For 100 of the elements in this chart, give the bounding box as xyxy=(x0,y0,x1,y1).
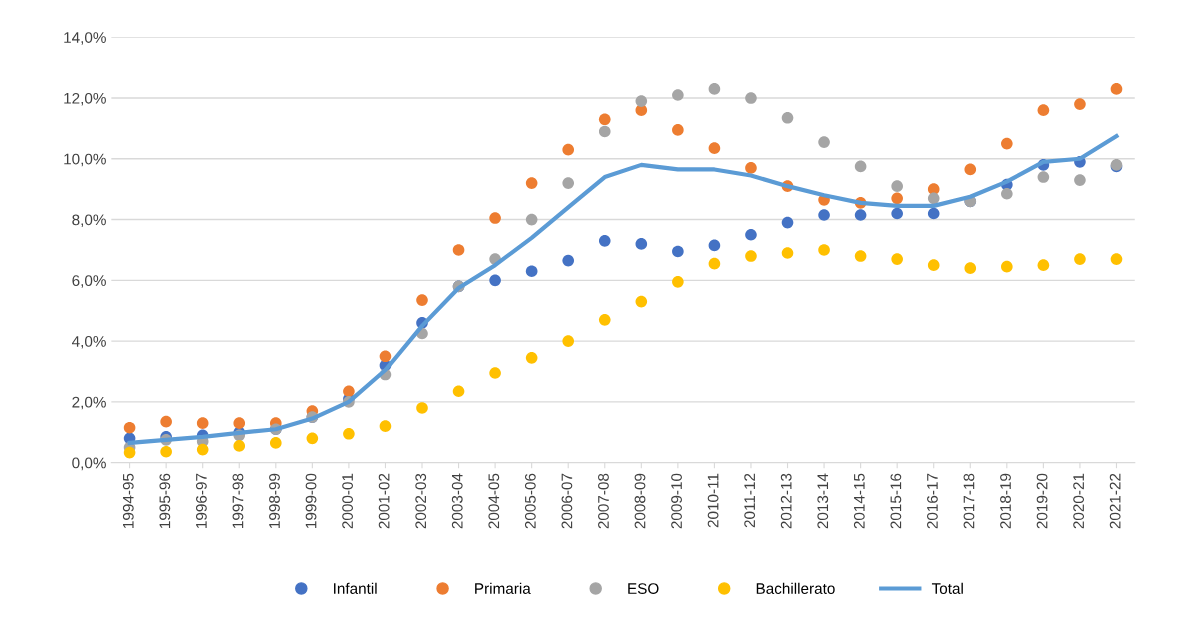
x-tick-label: 2000-01 xyxy=(342,473,354,529)
point xyxy=(854,209,867,221)
x-tick-label: 2019-20 xyxy=(1036,473,1048,529)
point xyxy=(781,247,794,259)
point xyxy=(708,83,721,95)
x-tick-label: 2016-17 xyxy=(927,473,938,529)
point xyxy=(598,314,611,326)
point xyxy=(525,177,538,189)
point xyxy=(891,253,903,265)
point xyxy=(745,162,757,174)
point xyxy=(196,443,209,456)
y-tick-label: 4,0% xyxy=(71,335,106,349)
x-tick-label: 2004-05 xyxy=(488,473,500,529)
legend-label: Infantil xyxy=(334,582,377,594)
point xyxy=(489,367,501,379)
point xyxy=(1110,253,1123,265)
point xyxy=(562,143,575,156)
point xyxy=(196,417,209,429)
point xyxy=(269,437,282,449)
point xyxy=(1001,187,1013,200)
x-tick-label: 2006-07 xyxy=(561,473,573,529)
y-tick-label: 14,0% xyxy=(64,32,106,45)
point xyxy=(708,142,721,154)
y-tick-label: 0,0% xyxy=(72,457,106,471)
point xyxy=(1037,171,1050,183)
y-tick-label: 12,0% xyxy=(64,92,106,106)
point xyxy=(891,180,903,192)
point xyxy=(1001,137,1013,150)
legend-label: Primaria xyxy=(475,582,531,594)
x-tick-label: 2005-06 xyxy=(524,473,536,529)
point xyxy=(160,445,172,458)
legend-label: Total xyxy=(931,582,963,594)
x-tick-label: 2007-08 xyxy=(598,473,609,529)
point xyxy=(708,257,721,270)
x-tick-label: 1998-99 xyxy=(269,473,280,528)
point xyxy=(306,432,319,445)
point xyxy=(781,216,794,229)
point xyxy=(416,294,428,306)
x-tick-label: 2011-12 xyxy=(744,473,756,528)
x-tick-label: 1997-98 xyxy=(232,473,244,528)
x-tick-label: 1996-97 xyxy=(195,473,207,528)
point xyxy=(635,95,648,107)
point xyxy=(745,228,757,241)
x-tick-label: 2015-16 xyxy=(890,473,902,529)
point xyxy=(525,265,538,278)
point xyxy=(233,417,246,429)
x-tick-label: 2021-22 xyxy=(1109,473,1121,529)
point xyxy=(927,192,940,205)
x-tick-label: 2013-14 xyxy=(817,473,829,529)
x-tick-label: 1999-00 xyxy=(305,473,317,528)
point xyxy=(160,415,172,428)
legend-label: Bachillerato xyxy=(756,582,835,594)
point xyxy=(123,446,136,459)
point xyxy=(379,420,392,432)
point xyxy=(233,440,246,452)
y-tick-label: 8,0% xyxy=(72,214,106,228)
point xyxy=(416,402,428,414)
point xyxy=(489,212,501,224)
point xyxy=(635,295,648,308)
point xyxy=(379,350,392,363)
x-tick-label: 2017-18 xyxy=(963,473,975,529)
point xyxy=(452,385,465,398)
point xyxy=(927,259,940,271)
x-tick-label: 1994-95 xyxy=(122,473,134,528)
point xyxy=(927,207,940,220)
point xyxy=(672,245,684,258)
point xyxy=(562,177,575,189)
point xyxy=(343,385,355,398)
point xyxy=(818,136,830,148)
x-tick-label: 2002-03 xyxy=(415,473,427,529)
point xyxy=(672,124,684,136)
x-tick-label: 1995-96 xyxy=(159,473,171,528)
point xyxy=(818,244,830,256)
point xyxy=(562,254,575,267)
y-tick-label: 6,0% xyxy=(72,275,106,288)
point xyxy=(1074,253,1086,265)
point xyxy=(598,125,611,138)
point xyxy=(854,250,867,262)
point xyxy=(1074,174,1086,186)
point xyxy=(891,192,903,205)
x-tick-label: 2009-10 xyxy=(671,473,682,529)
point xyxy=(1037,259,1050,271)
x-tick-label: 2008-09 xyxy=(634,473,646,529)
x-tick-label: 2010-11 xyxy=(707,473,719,528)
legend-label: ESO xyxy=(628,583,659,594)
point xyxy=(598,113,611,126)
point xyxy=(525,213,538,226)
y-tick-label: 2,0% xyxy=(72,396,106,410)
point xyxy=(1001,260,1013,273)
point xyxy=(635,238,648,250)
point xyxy=(781,111,794,124)
point xyxy=(745,250,757,262)
x-tick-label: 2020-21 xyxy=(1073,473,1085,529)
point xyxy=(708,239,721,252)
point xyxy=(123,421,136,434)
point xyxy=(525,352,538,364)
point xyxy=(964,262,977,274)
x-tick-label: 2012-13 xyxy=(780,473,792,529)
point xyxy=(452,244,465,256)
x-tick-label: 2014-15 xyxy=(853,473,865,529)
